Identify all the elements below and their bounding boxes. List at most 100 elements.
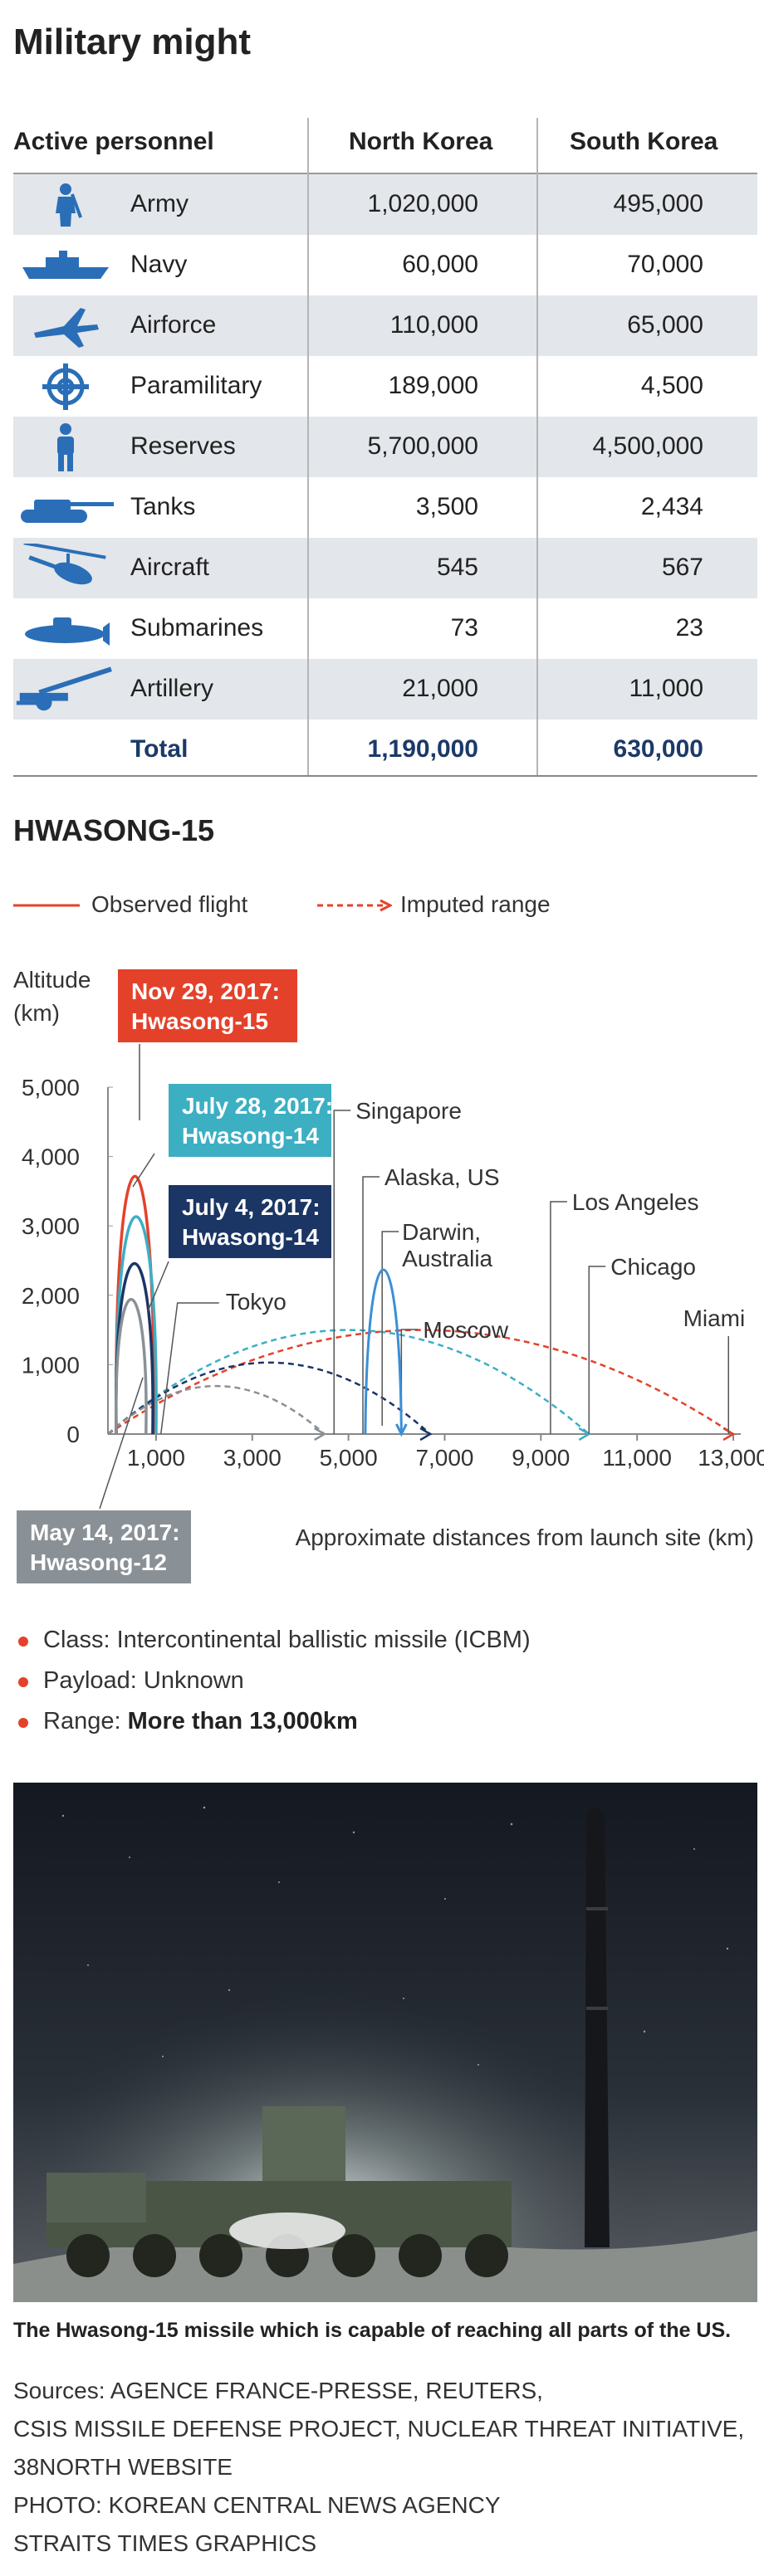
spec-range: Range: More than 13,000km [18,1708,531,1749]
total-row: Total 1,190,000 630,000 [13,720,757,780]
launch-label-line: Hwasong-14 [182,1224,319,1250]
source-line: CSIS MISSILE DEFENSE PROJECT, NUCLEAR TH… [13,2416,745,2442]
y-tick-label: 5,000 [22,1075,80,1100]
launch-label-box [17,1510,191,1583]
observed-flight-arc [364,1268,403,1435]
legend-observed: Observed flight [91,891,248,917]
header-north-korea: North Korea [349,128,493,155]
helicopter-icon [13,538,118,598]
artillery-icon [13,659,118,720]
bullet-dot [18,1677,28,1687]
imputed-range-swatch [317,899,392,912]
observed-flight-swatch [13,904,80,907]
city-leader [381,1231,399,1426]
launch-label-line: Hwasong-14 [182,1123,319,1149]
south-korea-value: 567 [661,554,703,581]
y-tick-label: 0 [66,1422,80,1447]
sources: Sources: AGENCE FRANCE-PRESSE, REUTERS, … [13,2372,744,2563]
launch-leader [99,1377,144,1510]
north-korea-value: 3,500 [415,493,478,520]
jet-icon [13,295,118,356]
south-korea-value: 4,500 [640,372,703,399]
label-line: Altitude [13,967,91,993]
north-korea-value: 60,000 [402,251,478,278]
spec-payload-text: Payload: Unknown [43,1667,244,1694]
trajectory-chart: Altitude (km) 0 1,000 2,000 3,000 4,000 5,000 1,… [13,967,764,1583]
launch-label: July 4, 2017: Hwasong-14 [182,1194,321,1250]
city-label: Alaska, US [384,1164,500,1190]
observed-flight-arc [114,1297,148,1435]
row-label: Reserves [130,432,236,460]
city-label: Singapore [355,1098,462,1124]
south-korea-value: 495,000 [613,190,703,217]
launch-label-line: July 28, 2017: [182,1093,333,1119]
legend-imputed: Imputed range [400,891,551,917]
city-leader [362,1176,380,1434]
launch-label-box [169,1084,331,1157]
total-north-korea: 1,190,000 [367,735,478,763]
table-row: Aircraft 545 567 [13,538,757,598]
soldier-icon [13,174,118,235]
south-korea-value: 11,000 [629,675,703,702]
table-row: Artillery 21,000 11,000 [13,659,757,720]
y-axis-label: Altitude (km) [13,967,91,1026]
north-korea-value: 73 [450,614,478,642]
row-label: Aircraft [130,554,210,581]
table-row: Reserves 5,700,000 4,500,000 [13,417,757,477]
y-tick-label: 2,000 [22,1283,80,1309]
city-leader [588,1266,606,1434]
x-tick-label: 11,000 [602,1445,672,1471]
north-korea-value: 1,020,000 [367,190,478,217]
row-label: Tanks [130,493,196,520]
x-tick-label: 3,000 [223,1445,282,1471]
column-divider [307,118,309,775]
city-leader [550,1201,567,1434]
launch-label-line: May 14, 2017: [30,1520,180,1545]
source-line: PHOTO: KOREAN CENTRAL NEWS AGENCY [13,2492,501,2518]
table-row: Submarines 73 23 [13,598,757,659]
launch-label-line: July 4, 2017: [182,1194,321,1220]
military-table: Active personnel North Korea South Korea… [13,118,757,780]
city-label: Chicago [610,1254,696,1280]
table-row: Tanks 3,500 2,434 [13,477,757,538]
city-label: Tokyo [226,1289,286,1315]
launch-label: July 28, 2017: Hwasong-14 [182,1093,333,1149]
spec-class-text: Class: Intercontinental ballistic missil… [43,1627,531,1653]
row-label: Submarines [130,614,264,642]
row-label: Artillery [130,675,214,702]
launch-label: Nov 29, 2017: Hwasong-15 [131,978,280,1034]
imputed-range-arc [107,1329,590,1435]
imputed-range-arc [107,1329,734,1436]
launch-label-box [118,969,297,1042]
section-title: HWASONG-15 [13,813,215,847]
launch-label-box [169,1185,331,1258]
x-tick-label: 9,000 [512,1445,570,1471]
bullet-dot [18,1637,28,1647]
header-south-korea: South Korea [570,128,718,155]
label-line: Australia [402,1246,492,1271]
arc-arrow [722,1427,736,1442]
north-korea-value: 545 [436,554,478,581]
row-label: Airforce [130,311,217,339]
north-korea-value: 110,000 [389,311,478,339]
y-tick-label: 3,000 [22,1213,80,1239]
south-korea-value: 23 [675,614,703,642]
page-title: Military might [13,22,252,62]
imputed-range-arc [107,1384,326,1435]
missile-photo [13,1783,757,2302]
table-body: Army 1,020,000 495,000 Navy 60,000 70,000 Airf… [13,174,757,780]
label-line: (km) [13,1000,60,1026]
table-row: Airforce 110,000 65,000 [13,295,757,356]
source-line: STRAITS TIMES GRAPHICS [13,2530,317,2556]
city-label: Darwin, Australia [402,1219,492,1271]
city-label: Moscow [423,1317,508,1343]
table-header: Active personnel North Korea South Korea [13,118,757,174]
launch-label: May 14, 2017: Hwasong-12 [30,1520,180,1575]
south-korea-value: 2,434 [640,493,703,520]
arc-arrow [314,1427,327,1442]
south-korea-value: 70,000 [627,251,703,278]
table-row: Navy 60,000 70,000 [13,235,757,295]
table-bottom-rule [13,775,757,777]
x-tick-label: 5,000 [320,1445,378,1471]
city-label: Los Angeles [572,1189,699,1215]
